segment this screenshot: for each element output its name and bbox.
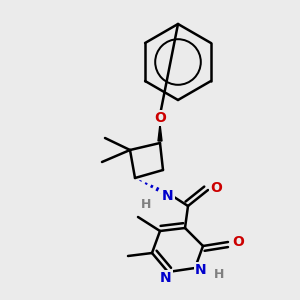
Text: H: H	[214, 268, 224, 281]
Text: O: O	[210, 181, 222, 195]
Text: N: N	[160, 271, 172, 285]
Text: O: O	[232, 235, 244, 249]
Text: N: N	[195, 263, 207, 277]
Text: H: H	[141, 197, 151, 211]
Text: O: O	[154, 111, 166, 125]
Text: N: N	[162, 189, 174, 203]
Polygon shape	[158, 124, 162, 141]
